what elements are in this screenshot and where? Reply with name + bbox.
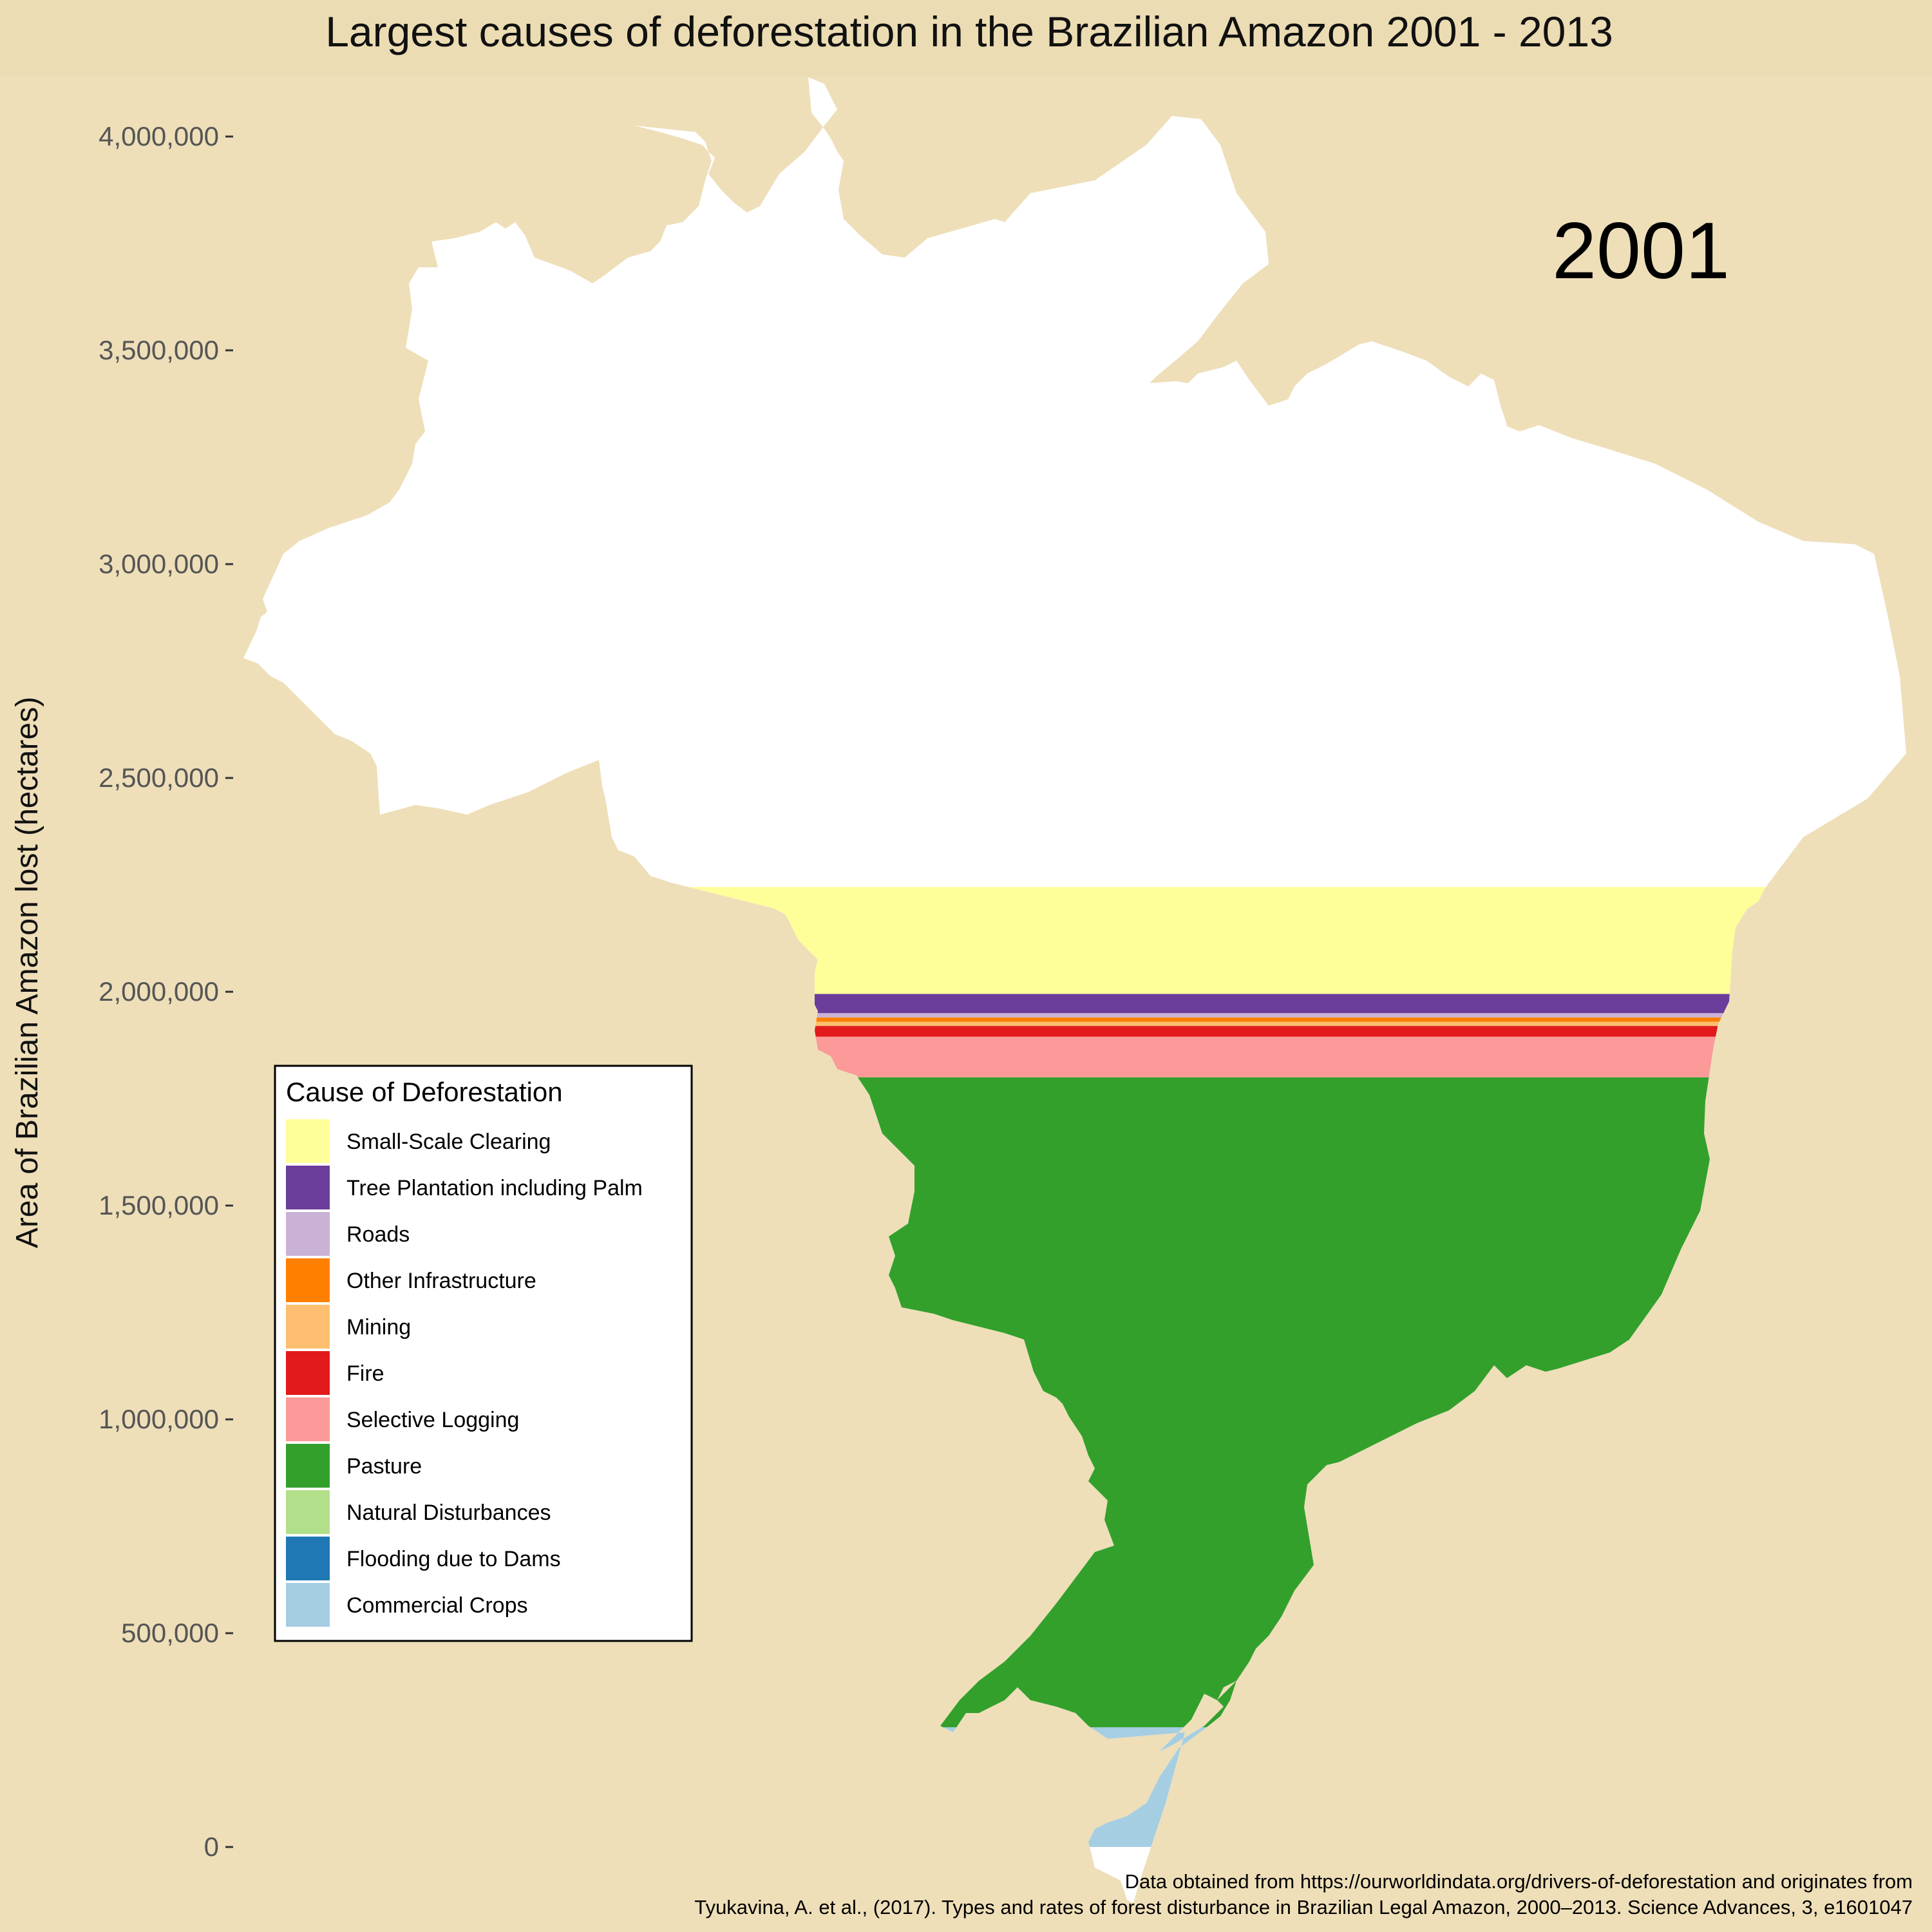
y-tick-label: 2,000,000 [99, 976, 219, 1007]
legend-swatch [286, 1397, 330, 1441]
legend-swatch [286, 1166, 330, 1209]
legend-swatch [286, 1537, 330, 1580]
chart-title: Largest causes of deforestation in the B… [325, 8, 1613, 55]
legend-label: Tree Plantation including Palm [346, 1176, 643, 1200]
legend-label: Small-Scale Clearing [346, 1130, 551, 1154]
legend-label: Roads [346, 1222, 410, 1247]
legend-label: Other Infrastructure [346, 1269, 536, 1293]
legend-label: Commercial Crops [346, 1593, 528, 1618]
legend-box [274, 1065, 693, 1642]
legend-label: Selective Logging [346, 1408, 519, 1432]
y-tick-label: 2,500,000 [99, 762, 219, 793]
legend-swatch [286, 1305, 330, 1349]
legend-swatch [286, 1583, 330, 1627]
y-tick-label: 500,000 [121, 1618, 219, 1648]
y-tick-label: 0 [204, 1832, 219, 1862]
y-axis-title: Area of Brazilian Amazon lost (hectares) [10, 697, 44, 1248]
y-tick-label: 1,500,000 [99, 1190, 219, 1220]
legend: Cause of Deforestation Small-Scale Clear… [274, 1065, 693, 1642]
source-line-1: Data obtained from https://ourworldindat… [1125, 1870, 1913, 1893]
year-label: 2001 [1552, 207, 1730, 296]
legend-label: Fire [346, 1361, 384, 1386]
legend-swatch [286, 1258, 330, 1302]
band-roads [243, 1013, 1906, 1018]
legend-swatch [286, 1212, 330, 1256]
y-tick-label: 1,000,000 [99, 1404, 219, 1434]
legend-swatch [286, 1444, 330, 1488]
legend-swatch [286, 1119, 330, 1163]
y-tick-label: 4,000,000 [99, 121, 219, 151]
band-other-infrastructure [243, 1017, 1906, 1022]
y-axis: 0 500,000 1,000,000 1,500,000 2,000,000 2,500… [99, 121, 233, 1862]
legend-label: Pasture [346, 1454, 422, 1479]
legend-swatch [286, 1490, 330, 1534]
y-tick-label: 3,000,000 [99, 549, 219, 579]
legend-swatch [286, 1351, 330, 1395]
source-line-2: Tyukavina, A. et al., (2017). Types and … [694, 1896, 1913, 1918]
band-mining [243, 1021, 1906, 1027]
y-tick-label: 3,500,000 [99, 335, 219, 365]
title-band [0, 0, 1932, 76]
legend-label: Flooding due to Dams [346, 1547, 561, 1571]
legend-label: Natural Disturbances [346, 1501, 551, 1525]
legend-title: Cause of Deforestation [286, 1077, 563, 1107]
legend-label: Mining [346, 1315, 411, 1340]
